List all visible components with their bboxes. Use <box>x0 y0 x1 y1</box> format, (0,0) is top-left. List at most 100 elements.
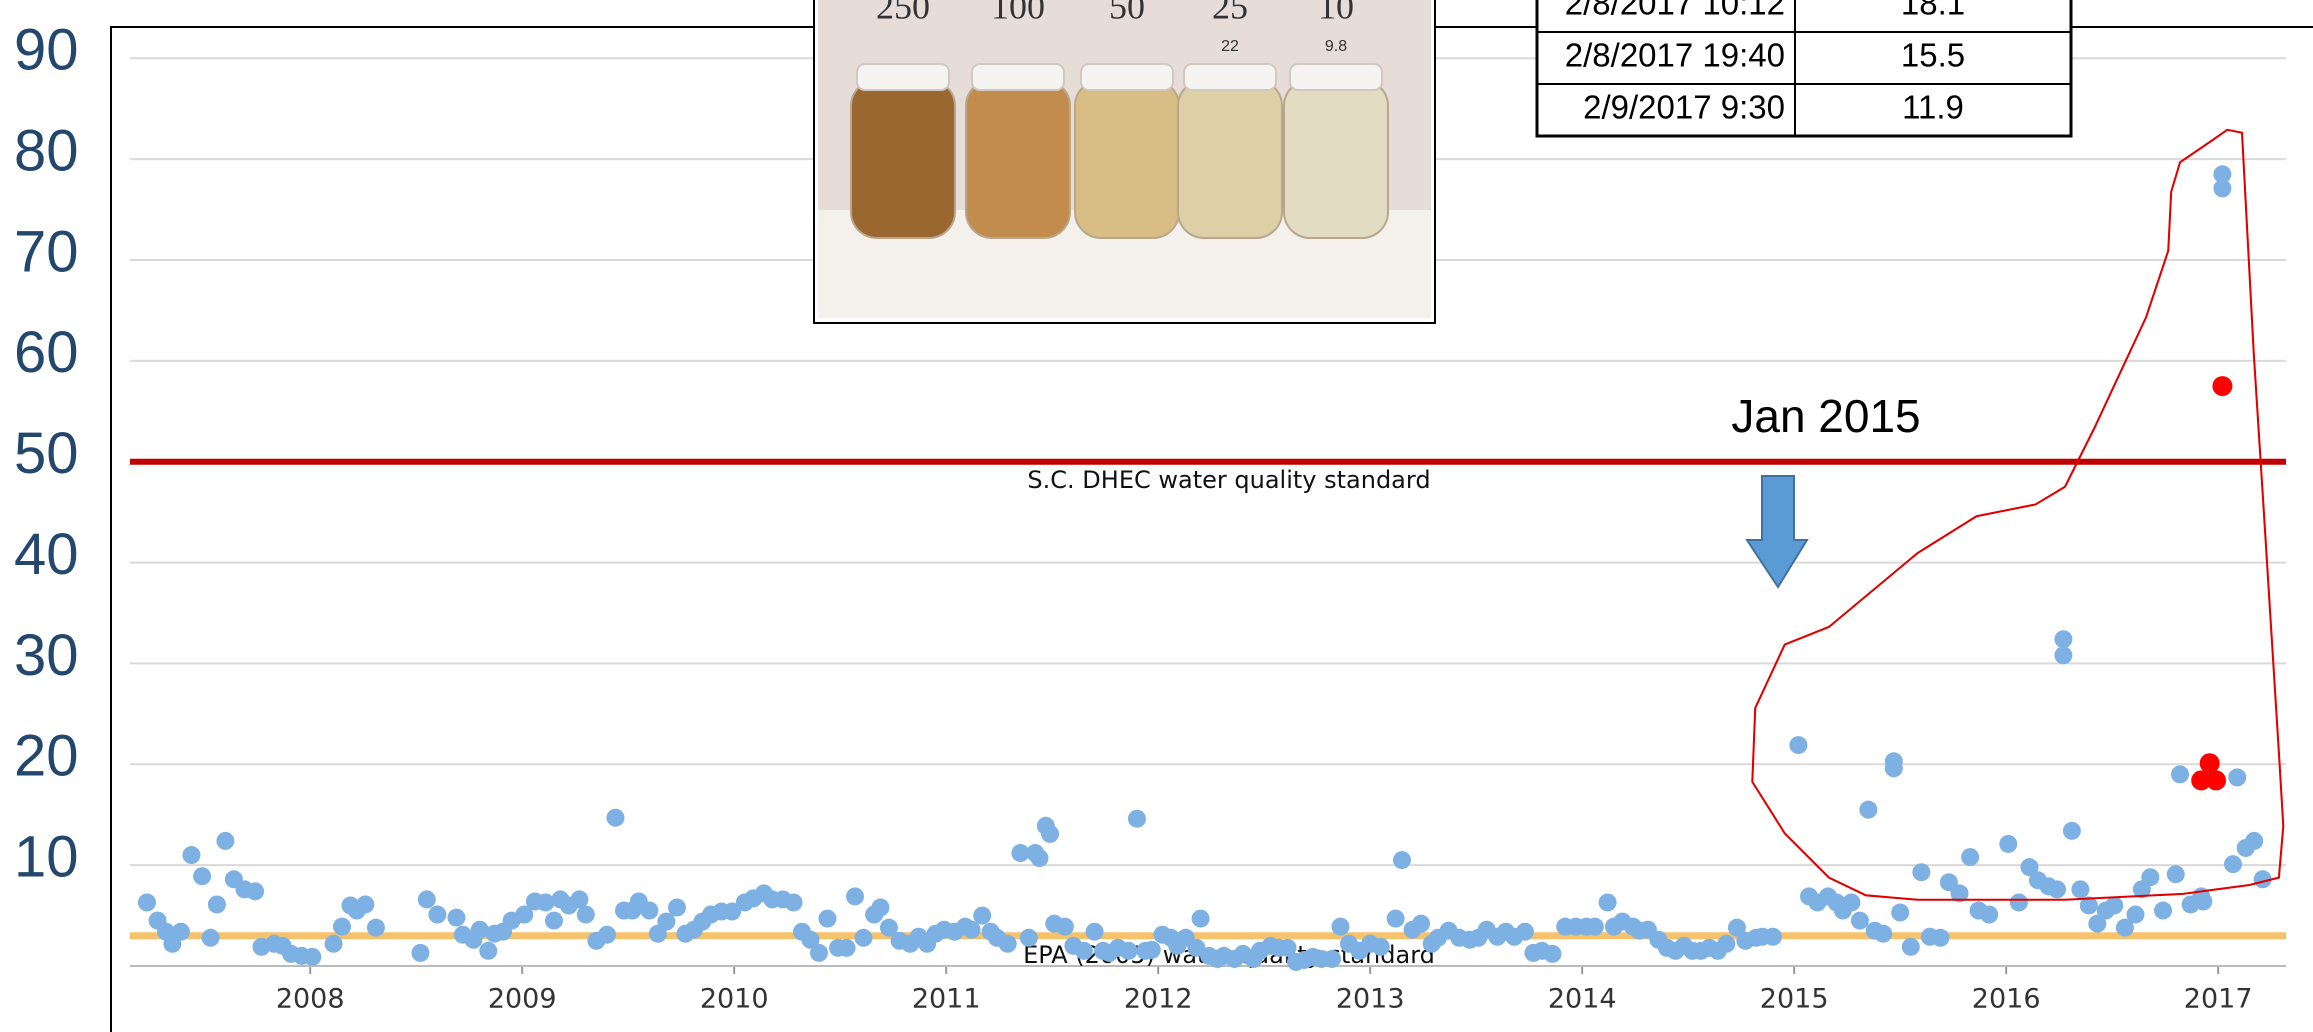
jar-label: 100 <box>991 0 1045 26</box>
data-point <box>1412 914 1431 933</box>
arrow <box>1745 475 1809 589</box>
jar <box>965 79 1071 239</box>
data-point <box>2171 765 2190 784</box>
data-point <box>1323 949 1342 968</box>
data-point <box>784 893 803 912</box>
data-point <box>809 943 828 962</box>
data-point <box>1543 944 1562 963</box>
jar-lid <box>1080 63 1174 91</box>
inset-photo: 250 100 50 25 10 22 9.8 <box>813 0 1436 324</box>
data-point <box>411 943 430 962</box>
x-tick-label: 2010 <box>700 984 769 1015</box>
jar-sublabel: 9.8 <box>1325 38 1347 55</box>
data-point <box>324 934 343 953</box>
data-point <box>1142 940 1161 959</box>
data-point <box>1727 918 1746 937</box>
data-point <box>1789 736 1808 755</box>
data-point <box>1191 909 1210 928</box>
jar-lid <box>856 63 950 91</box>
data-point <box>1763 927 1782 946</box>
jar-label: 250 <box>876 0 930 26</box>
data-point <box>570 890 589 909</box>
data-point <box>1030 849 1049 868</box>
data-point <box>479 941 498 960</box>
data-point <box>332 917 351 936</box>
x-tick-label: 2008 <box>276 984 345 1015</box>
data-point <box>1891 903 1910 922</box>
outline-path <box>1751 128 2285 901</box>
data-point <box>2199 753 2220 774</box>
y-tick-label: 70 <box>14 219 79 284</box>
jars: 250 100 50 25 10 22 9.8 <box>850 0 1389 239</box>
data-point <box>2141 868 2160 887</box>
data-point <box>536 893 555 912</box>
data-point <box>2020 858 2039 877</box>
table-cell: 15.5 <box>1901 37 1965 74</box>
data-point <box>1085 922 1104 941</box>
data-point <box>2126 905 2145 924</box>
data-point <box>2166 865 2185 884</box>
data-point <box>667 898 686 917</box>
jar <box>1177 79 1283 239</box>
table-cell: 18.1 <box>1901 0 1965 22</box>
data-point <box>1980 905 1999 924</box>
data-point <box>2213 179 2232 198</box>
data-point <box>428 905 447 924</box>
y-tick-label: 40 <box>14 522 79 587</box>
data-point <box>2105 896 2124 915</box>
data-point <box>1874 924 1893 943</box>
data-point <box>1931 928 1950 947</box>
jar-sublabel: 22 <box>1221 38 1239 55</box>
jar-label: 10 <box>1318 0 1354 26</box>
data-point <box>2009 893 2028 912</box>
y-tick-label: 20 <box>14 724 79 789</box>
data-point <box>2054 630 2073 649</box>
data-point <box>657 912 676 931</box>
data-point <box>1598 893 1617 912</box>
data-point <box>470 920 489 939</box>
data-point <box>1717 934 1736 953</box>
data-point <box>2154 901 2173 920</box>
data-point <box>1961 848 1980 867</box>
data-point <box>1842 893 1861 912</box>
data-point <box>515 905 534 924</box>
x-tick-label: 2015 <box>1760 984 1829 1015</box>
y-tick-label: 30 <box>14 623 79 688</box>
data-point <box>998 934 1017 953</box>
table-cell: 2/9/2017 9:30 <box>1583 89 1785 126</box>
data-point <box>973 906 992 925</box>
data-point <box>1884 759 1903 778</box>
data-point <box>640 901 659 920</box>
jar-lid <box>1183 63 1277 91</box>
data-point <box>1999 834 2018 853</box>
data-point <box>1119 941 1138 960</box>
data-point <box>2062 821 2081 840</box>
data-point <box>854 928 873 947</box>
data-point <box>2054 646 2073 665</box>
data-point <box>879 918 898 937</box>
jar-lid <box>971 63 1065 91</box>
data-point <box>2228 768 2247 787</box>
data-point <box>2224 855 2243 874</box>
data-point <box>597 925 616 944</box>
jar <box>1283 79 1389 239</box>
annotation: Jan 2015 <box>1731 390 1920 442</box>
table-bg <box>1535 0 2073 138</box>
y-tick-label: 10 <box>14 824 79 889</box>
data-point <box>871 898 890 917</box>
data-point <box>837 938 856 957</box>
data-point <box>2048 880 2067 899</box>
y-tick-label: 90 <box>14 18 79 83</box>
data-point <box>216 831 235 850</box>
data-point <box>1901 937 1920 956</box>
data-point <box>303 947 322 966</box>
data-point <box>207 895 226 914</box>
data-point <box>1585 917 1604 936</box>
data-point <box>366 918 385 937</box>
jar-label: 25 <box>1212 0 1248 26</box>
y-tick-label: 50 <box>14 421 79 486</box>
data-point <box>171 922 190 941</box>
table-cell: 2/8/2017 19:40 <box>1565 37 1785 74</box>
data-point <box>2194 892 2213 911</box>
data-point <box>1912 863 1931 882</box>
